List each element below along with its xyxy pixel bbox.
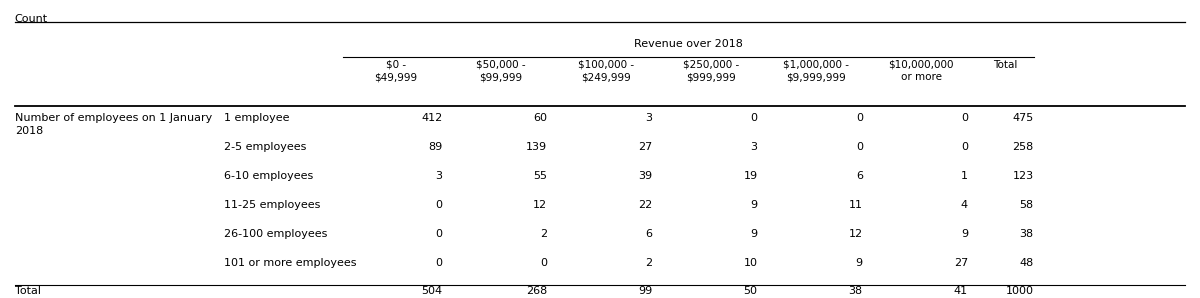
Text: Number of employees on 1 January
2018: Number of employees on 1 January 2018: [14, 113, 212, 136]
Text: 6: 6: [646, 229, 653, 239]
Text: 2: 2: [646, 258, 653, 268]
Text: 55: 55: [534, 171, 547, 181]
Text: 0: 0: [856, 142, 863, 152]
Text: 48: 48: [1019, 258, 1033, 268]
Text: 1 employee: 1 employee: [223, 113, 289, 122]
Text: 26-100 employees: 26-100 employees: [223, 229, 328, 239]
Text: 1000: 1000: [1006, 286, 1033, 296]
Text: Total: Total: [14, 286, 41, 296]
Text: 6: 6: [856, 171, 863, 181]
Text: 0: 0: [961, 142, 968, 152]
Text: 41: 41: [954, 286, 968, 296]
Text: 123: 123: [1013, 171, 1033, 181]
Text: 0: 0: [436, 258, 443, 268]
Text: 22: 22: [638, 200, 653, 210]
Text: 39: 39: [638, 171, 653, 181]
Text: 9: 9: [750, 229, 757, 239]
Text: $0 -
$49,999: $0 - $49,999: [374, 60, 418, 82]
Text: Total: Total: [992, 60, 1018, 70]
Text: 27: 27: [954, 258, 968, 268]
Text: 89: 89: [428, 142, 443, 152]
Text: 60: 60: [534, 113, 547, 122]
Text: 3: 3: [436, 171, 443, 181]
Text: 99: 99: [638, 286, 653, 296]
Text: Count: Count: [14, 14, 48, 24]
Text: 3: 3: [646, 113, 653, 122]
Text: 0: 0: [436, 200, 443, 210]
Text: 19: 19: [744, 171, 757, 181]
Text: $50,000 -
$99,999: $50,000 - $99,999: [476, 60, 526, 82]
Text: 0: 0: [856, 113, 863, 122]
Text: 1: 1: [961, 171, 968, 181]
Text: 9: 9: [856, 258, 863, 268]
Text: 6-10 employees: 6-10 employees: [223, 171, 313, 181]
Text: 58: 58: [1020, 200, 1033, 210]
Text: 139: 139: [527, 142, 547, 152]
Text: 0: 0: [751, 113, 757, 122]
Text: 258: 258: [1013, 142, 1033, 152]
Text: 0: 0: [436, 229, 443, 239]
Text: 4: 4: [961, 200, 968, 210]
Text: 38: 38: [1020, 229, 1033, 239]
Text: 2-5 employees: 2-5 employees: [223, 142, 306, 152]
Text: $100,000 -
$249,999: $100,000 - $249,999: [578, 60, 634, 82]
Text: 2: 2: [540, 229, 547, 239]
Text: $250,000 -
$999,999: $250,000 - $999,999: [683, 60, 739, 82]
Text: 11: 11: [848, 200, 863, 210]
Text: 3: 3: [751, 142, 757, 152]
Text: 475: 475: [1013, 113, 1033, 122]
Text: 9: 9: [750, 200, 757, 210]
Text: 12: 12: [533, 200, 547, 210]
Text: $1,000,000 -
$9,999,999: $1,000,000 - $9,999,999: [784, 60, 850, 82]
Text: 38: 38: [848, 286, 863, 296]
Text: $10,000,000
or more: $10,000,000 or more: [888, 60, 954, 82]
Text: 504: 504: [421, 286, 443, 296]
Text: 27: 27: [638, 142, 653, 152]
Text: 412: 412: [421, 113, 443, 122]
Text: 50: 50: [744, 286, 757, 296]
Text: 0: 0: [540, 258, 547, 268]
Text: 10: 10: [744, 258, 757, 268]
Text: 9: 9: [961, 229, 968, 239]
Text: 11-25 employees: 11-25 employees: [223, 200, 320, 210]
Text: Revenue over 2018: Revenue over 2018: [634, 39, 743, 49]
Text: 268: 268: [526, 286, 547, 296]
Text: 101 or more employees: 101 or more employees: [223, 258, 356, 268]
Text: 12: 12: [848, 229, 863, 239]
Text: 0: 0: [961, 113, 968, 122]
